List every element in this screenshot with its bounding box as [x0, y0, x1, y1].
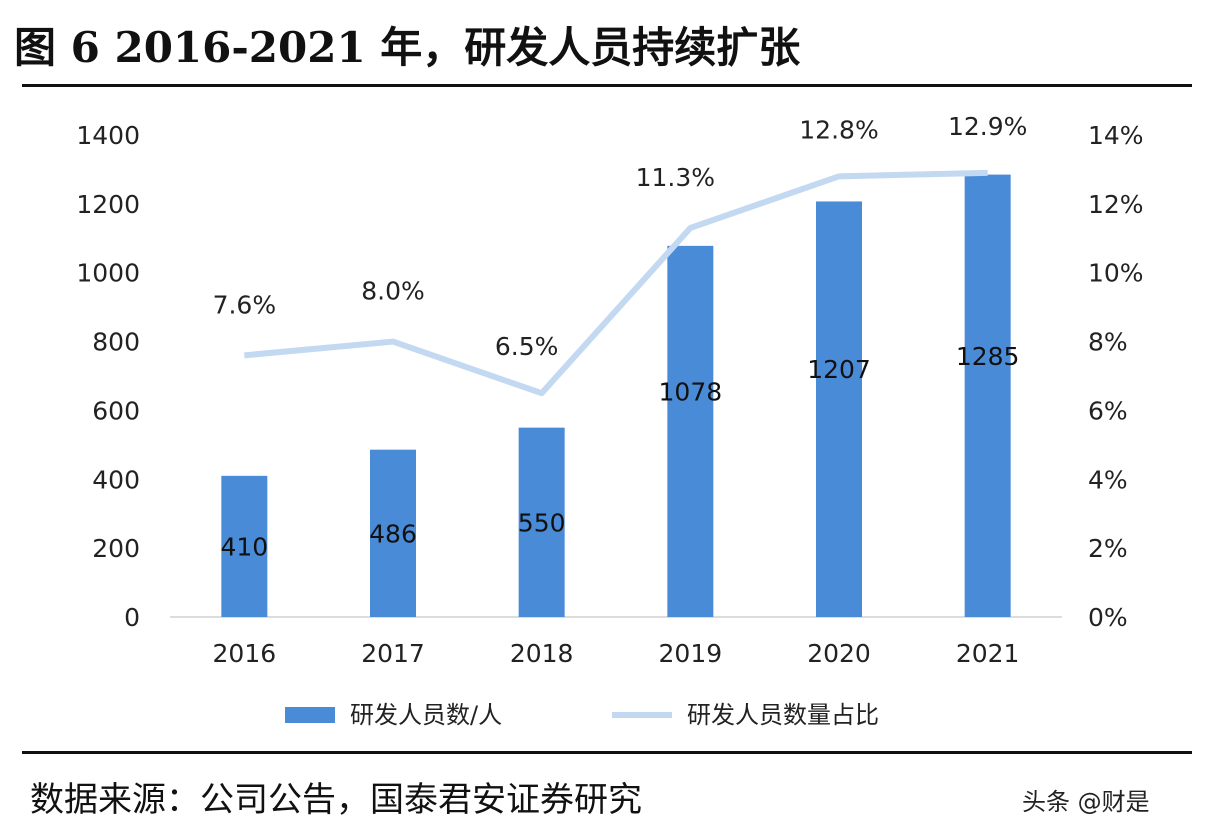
legend-bar-swatch	[285, 707, 335, 723]
bar-data-label: 1207	[807, 355, 871, 384]
top-divider	[22, 84, 1192, 87]
y-left-tick-label: 800	[92, 328, 140, 357]
watermark: 头条 @财是	[1022, 788, 1150, 816]
y-right-tick-label: 8%	[1088, 328, 1128, 357]
y-left-tick-label: 1000	[76, 259, 140, 288]
y-right-tick-label: 12%	[1088, 190, 1144, 219]
bar	[370, 449, 416, 617]
source-note: 数据来源：公司公告，国泰君安证券研究	[30, 780, 642, 820]
bar	[964, 174, 1011, 618]
x-tick-label: 2017	[361, 639, 425, 668]
legend-line-label: 研发人员数量占比	[687, 701, 879, 729]
line-series	[244, 169, 988, 397]
bar-data-label: 410	[220, 532, 268, 561]
y-right-tick-label: 10%	[1088, 259, 1144, 288]
bar-data-label: 1285	[956, 342, 1020, 371]
y-right-tick-label: 0%	[1088, 603, 1128, 632]
line-data-label: 8.0%	[361, 277, 425, 306]
line-data-label: 12.9%	[948, 112, 1027, 141]
x-tick-label: 2020	[807, 639, 871, 668]
y-right-tick-label: 6%	[1088, 396, 1128, 425]
figure-title: 图 6 2016-2021 年，研发人员持续扩张	[14, 23, 801, 72]
y-left-tick-label: 200	[92, 534, 140, 563]
y-left-tick-label: 1200	[76, 190, 140, 219]
y-left-tick-label: 1400	[76, 121, 140, 150]
x-tick-label: 2018	[510, 639, 574, 668]
bottom-divider	[22, 751, 1192, 754]
line-data-label: 12.8%	[799, 115, 878, 144]
y-left-tick-label: 0	[124, 603, 140, 632]
x-tick-label: 2019	[659, 639, 723, 668]
y-right-tick-label: 14%	[1088, 121, 1144, 150]
x-tick-label: 2016	[213, 639, 277, 668]
line-data-label: 6.5%	[495, 332, 559, 361]
bar	[518, 427, 565, 617]
y-left-tick-label: 400	[92, 465, 140, 494]
y-left-tick-label: 600	[92, 396, 140, 425]
bar	[816, 201, 862, 617]
line-data-label: 11.3%	[636, 163, 715, 192]
bar	[221, 475, 268, 617]
bar-data-label: 486	[369, 519, 417, 548]
y-right-tick-label: 4%	[1088, 465, 1128, 494]
bar-data-label: 1078	[659, 377, 723, 406]
x-tick-label: 2021	[956, 639, 1020, 668]
y-right-tick-label: 2%	[1088, 534, 1128, 563]
line-data-label: 7.6%	[213, 290, 277, 319]
chart-area: 0 200 400 600 800 1000 1200 1400 0% 2% 4% 6% 8% 10% 12…	[76, 112, 1144, 729]
legend-bar-label: 研发人员数/人	[350, 701, 502, 729]
bar-data-label: 550	[518, 508, 566, 537]
bar	[667, 245, 714, 618]
